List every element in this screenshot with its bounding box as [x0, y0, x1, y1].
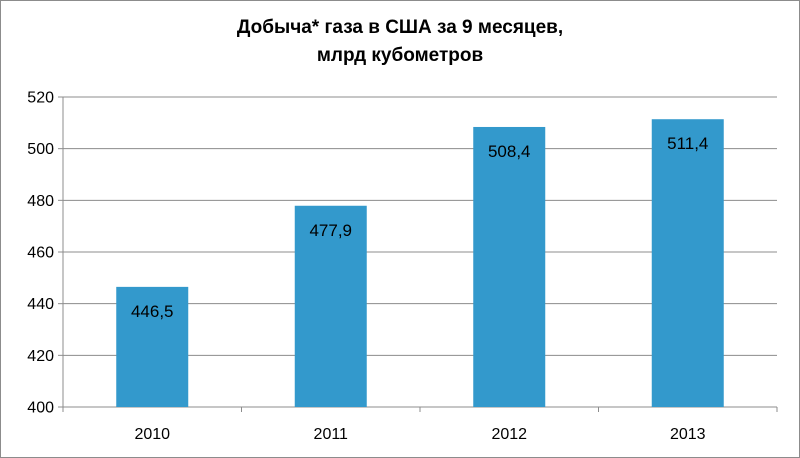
bars — [116, 119, 724, 407]
y-tick-labels: 400 420 440 460 480 500 520 — [27, 90, 54, 417]
bar-2010 — [116, 286, 189, 407]
y-tick-label: 520 — [27, 90, 54, 107]
y-tick-label: 440 — [27, 296, 54, 313]
y-tick-label: 480 — [27, 193, 54, 210]
data-label: 446,5 — [131, 302, 174, 321]
bar-2013 — [651, 119, 724, 407]
data-label: 511,4 — [667, 134, 708, 153]
y-tick-label: 500 — [27, 141, 54, 158]
data-labels: 446,5 477,9 508,4 511,4 — [131, 134, 708, 321]
x-tick-label: 2012 — [491, 426, 527, 443]
chart-title: Добыча* газа в США за 9 месяцев, млрд ку… — [0, 14, 800, 70]
y-tick-label: 420 — [27, 348, 54, 365]
data-label: 508,4 — [488, 142, 531, 161]
chart-title-line-1: Добыча* газа в США за 9 месяцев, — [236, 17, 564, 38]
y-tick-label: 400 — [27, 400, 54, 417]
bar-2011 — [294, 205, 367, 407]
data-label: 477,9 — [309, 221, 352, 240]
bar-2012 — [473, 126, 546, 407]
y-tick-label: 460 — [27, 245, 54, 262]
x-tick-labels: 2010 2011 2012 2013 — [134, 426, 705, 443]
x-tick-label: 2010 — [134, 426, 170, 443]
x-tick-label: 2011 — [314, 426, 349, 443]
chart-title-line-2: млрд кубометров — [316, 45, 484, 66]
x-tick-label: 2013 — [670, 426, 706, 443]
